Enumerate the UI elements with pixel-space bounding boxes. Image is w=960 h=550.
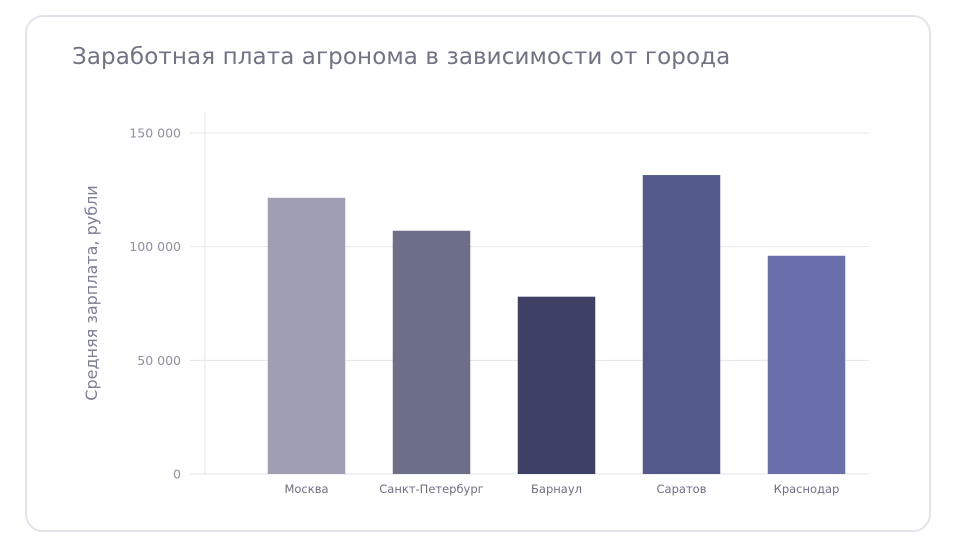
bars	[267, 175, 846, 475]
y-tick-label: 0	[173, 467, 181, 482]
y-tick-label: 100 000	[129, 239, 181, 254]
x-tick-labels: Москва Санкт-Петербург Барнаул Саратов Красн…	[284, 482, 839, 496]
bar	[267, 197, 346, 475]
x-tick-label: Краснодар	[774, 482, 840, 496]
chart-title: Заработная плата агронома в зависимости …	[72, 44, 731, 70]
x-tick-label: Саратов	[657, 482, 707, 496]
x-tick-label: Барнаул	[531, 482, 582, 496]
bar	[517, 296, 596, 474]
bar	[392, 230, 471, 474]
x-tick-label: Москва	[284, 482, 328, 496]
bar	[642, 175, 721, 474]
y-axis-label: Средняя зарплата, рубли	[82, 185, 101, 400]
x-tick-label: Санкт-Петербург	[379, 482, 483, 496]
y-tick-label: 50 000	[137, 353, 181, 368]
y-tick-label: 150 000	[129, 126, 181, 141]
bar	[767, 255, 846, 474]
y-tick-labels: 0 50 000 100 000 150 000	[129, 126, 181, 482]
